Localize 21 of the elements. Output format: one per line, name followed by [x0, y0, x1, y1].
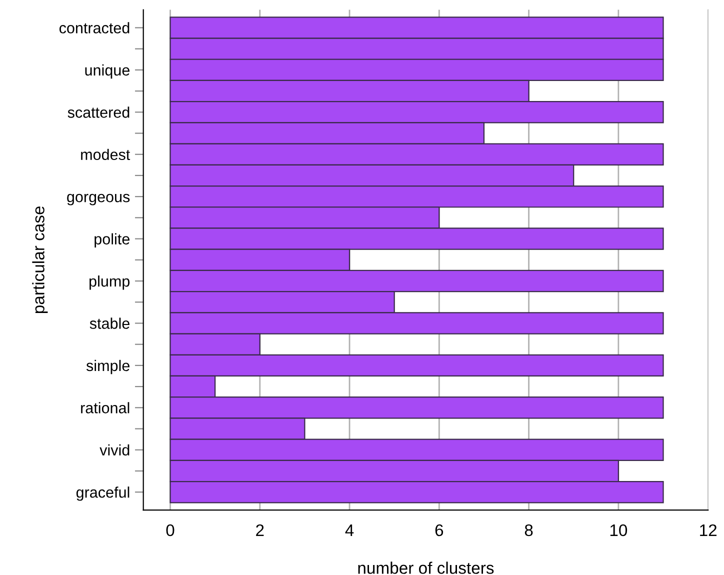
x-tick-label: 8: [524, 524, 533, 536]
y-tick-label: simple: [86, 360, 130, 374]
x-tick-label: 0: [166, 524, 174, 536]
x-axis-title: number of clusters: [358, 562, 494, 574]
y-axis-title: particular case: [32, 206, 48, 314]
y-tick-label: unique: [85, 64, 130, 79]
y-tick-label: polite: [94, 233, 130, 248]
y-tick-label: contracted: [59, 22, 130, 34]
y-tick-label: plump: [90, 275, 130, 290]
y-tick-label: graceful: [76, 486, 130, 501]
y-tick-label: scattered: [68, 106, 130, 118]
y-tick-label: stable: [90, 318, 130, 329]
x-tick-label: 10: [610, 524, 628, 536]
y-tick-label: vivid: [100, 444, 130, 456]
x-tick-label: 2: [256, 524, 264, 536]
x-tick-label: 6: [435, 524, 444, 536]
y-tick-label: gorgeous: [67, 194, 130, 206]
y-tick-label: modest: [81, 148, 130, 160]
y-tick-label: rational: [81, 402, 130, 414]
x-tick-label: 12: [700, 524, 717, 536]
x-tick-label: 4: [345, 524, 354, 536]
